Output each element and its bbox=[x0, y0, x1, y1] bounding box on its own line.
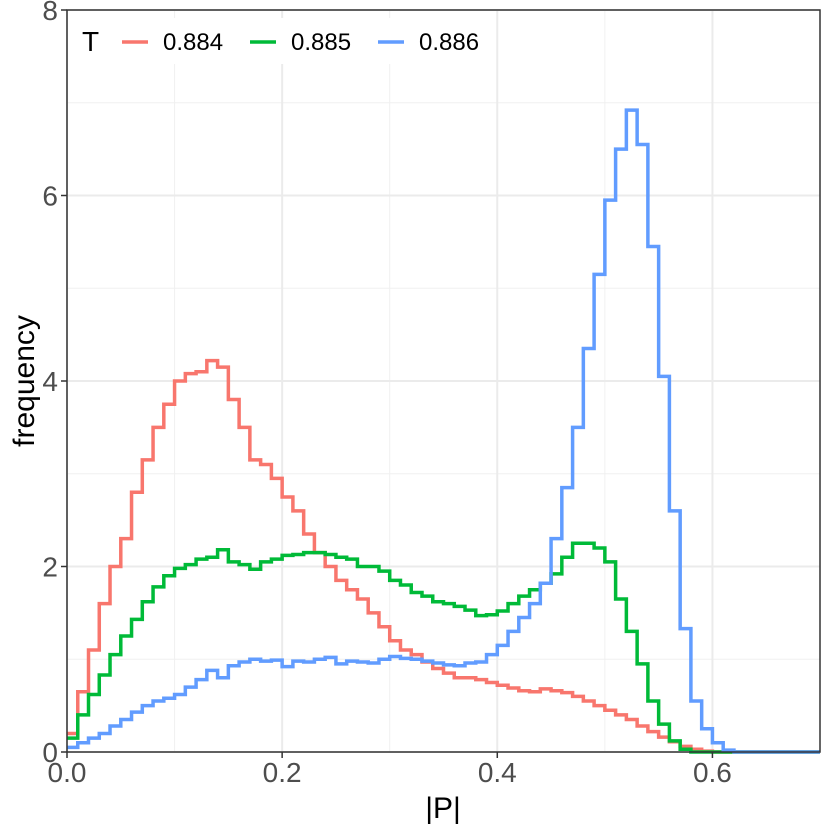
series-layer bbox=[67, 108, 820, 754]
y-tick-label: 0 bbox=[42, 737, 58, 768]
y-tick-label: 4 bbox=[42, 366, 58, 397]
legend-label-0.884: 0.884 bbox=[163, 29, 223, 56]
legend: T 0.884 0.885 0.886 bbox=[74, 18, 494, 64]
y-tick-label: 8 bbox=[42, 0, 58, 26]
x-tick-label: 0.6 bbox=[693, 757, 732, 788]
x-axis-ticks: 0.0 0.2 0.4 0.6 bbox=[48, 752, 732, 788]
series-line-0.886 bbox=[67, 108, 820, 754]
legend-items: 0.884 0.885 0.886 bbox=[122, 29, 479, 56]
y-tick-label: 6 bbox=[42, 181, 58, 212]
x-tick-label: 0.4 bbox=[478, 757, 517, 788]
x-tick-label: 0.0 bbox=[48, 757, 87, 788]
legend-label-0.886: 0.886 bbox=[419, 29, 479, 56]
x-axis-title: |P| bbox=[425, 792, 461, 825]
legend-title: T bbox=[82, 26, 99, 57]
y-axis-ticks: 0 2 4 6 8 bbox=[42, 0, 67, 768]
legend-label-0.885: 0.885 bbox=[291, 29, 351, 56]
y-axis-title: frequency bbox=[8, 315, 41, 447]
series-line-0.885 bbox=[67, 541, 820, 754]
y-tick-label: 2 bbox=[42, 552, 58, 583]
x-tick-label: 0.2 bbox=[263, 757, 302, 788]
series-line-0.884 bbox=[67, 358, 820, 754]
